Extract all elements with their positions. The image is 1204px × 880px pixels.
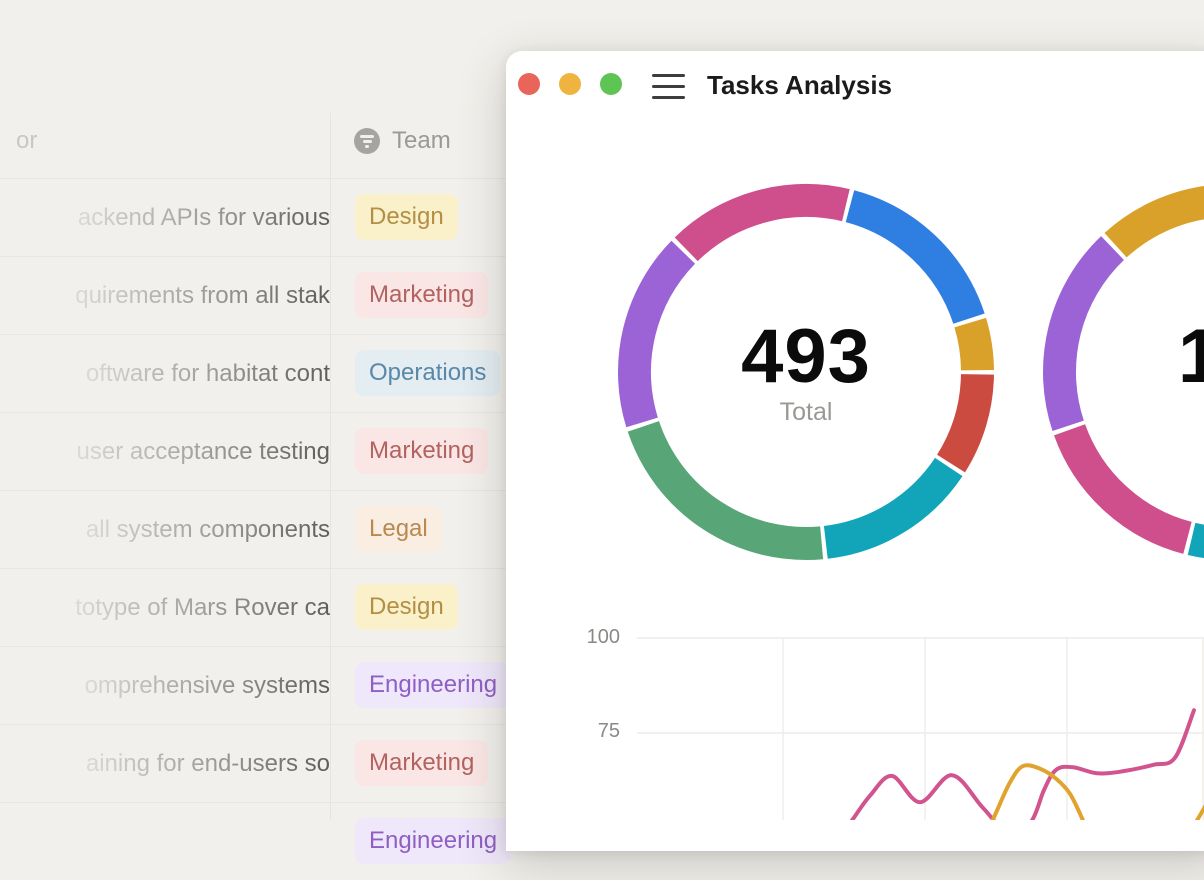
table-row: aining for end-users so Marketing — [0, 724, 640, 802]
table-row: ackend APIs for various Design — [0, 178, 640, 256]
y-axis-tick-75: 75 — [597, 720, 620, 742]
donut-secondary-value: 1 — [1178, 314, 1204, 399]
team-header-label: Team — [392, 127, 451, 154]
table-row: user acceptance testing Marketing — [0, 412, 640, 490]
background-task-table: or Team ackend APIs for various Design qui… — [0, 0, 640, 864]
table-row: omprehensive systems Engineering — [0, 646, 640, 724]
task-text-fragment: totype of Mars Rover ca — [75, 594, 330, 621]
table-row: oftware for habitat cont Operations — [0, 334, 640, 412]
window-title: Tasks Analysis — [707, 70, 892, 100]
task-text-fragment: user acceptance testing — [76, 438, 331, 465]
table-row: all system components Legal — [0, 490, 640, 568]
hamburger-menu-icon[interactable] — [652, 72, 685, 102]
team-tag: Design — [355, 584, 458, 630]
background-table-rows: ackend APIs for various Design quirements … — [0, 178, 640, 880]
team-tag: Design — [355, 194, 458, 240]
team-tag: Engineering — [355, 818, 512, 864]
line-chart — [637, 637, 1204, 820]
task-text-fragment: quirements from all stak — [75, 282, 330, 309]
task-text-fragment: all system components — [85, 516, 330, 543]
team-tag: Marketing — [355, 272, 489, 318]
traffic-light-minimize-button[interactable] — [559, 73, 581, 95]
column-divider — [330, 113, 331, 820]
table-row: quirements from all stak Marketing — [0, 256, 640, 334]
team-tag: Engineering — [355, 662, 512, 708]
donut-chart-secondary — [1043, 186, 1204, 558]
team-filter-icon — [354, 128, 380, 154]
team-tag: Operations — [355, 350, 501, 396]
task-text-fragment: ackend APIs for various — [77, 204, 330, 231]
traffic-light-close-button[interactable] — [518, 73, 540, 95]
column-header-team: Team — [354, 126, 451, 156]
donut-total-label: Total — [779, 398, 833, 426]
task-text-fragment: oftware for habitat cont — [85, 360, 330, 387]
donut-total-value: 493 — [741, 314, 871, 399]
table-row: totype of Mars Rover ca Design — [0, 568, 640, 646]
task-text-fragment: aining for end-users so — [85, 750, 330, 777]
team-tag: Marketing — [355, 740, 489, 786]
donut-chart-total — [618, 184, 994, 560]
task-text-fragment: omprehensive systems — [84, 672, 330, 699]
column-header-fragment: or — [16, 127, 38, 154]
team-tag: Legal — [355, 506, 442, 552]
team-tag: Marketing — [355, 428, 489, 474]
y-axis-tick-100: 100 — [586, 626, 620, 648]
tasks-analysis-window: Tasks Analysis 493 Total 1 100 75 — [506, 51, 1204, 851]
traffic-light-zoom-button[interactable] — [600, 73, 622, 95]
